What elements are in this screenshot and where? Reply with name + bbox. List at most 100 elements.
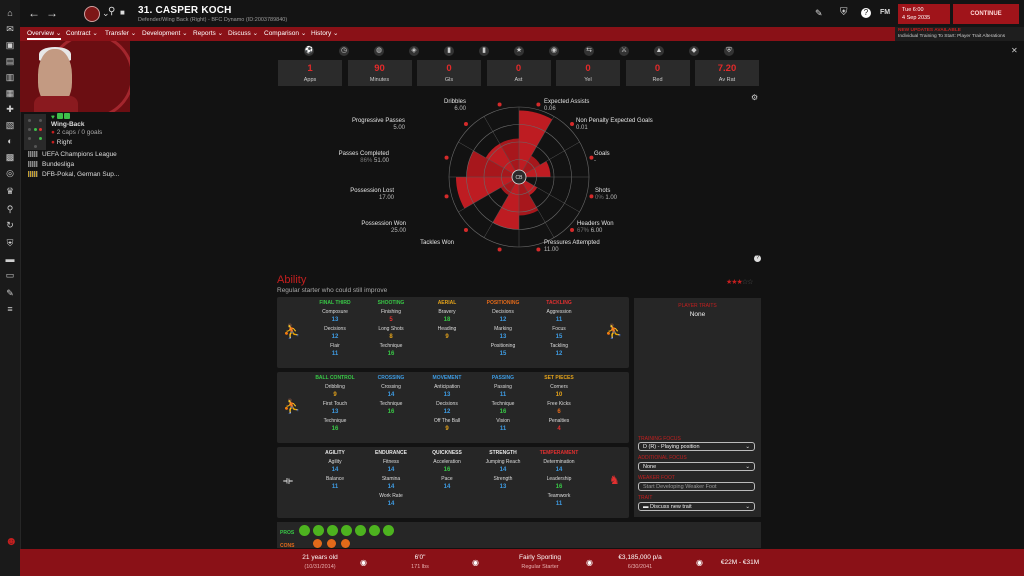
club-crest-icon[interactable] (84, 6, 100, 22)
inbox-icon[interactable]: ✉ (6, 24, 14, 34)
goals-icon[interactable]: ◍ (374, 46, 384, 56)
stat-value: 0 (654, 63, 661, 74)
yellow-card-icon[interactable]: ▮ (444, 46, 454, 56)
stat-value: 7.20 (717, 63, 737, 74)
pro-trait-icon[interactable] (355, 525, 366, 536)
con-trait-icon[interactable] (327, 539, 336, 548)
con-trait-icon[interactable] (341, 539, 350, 548)
competition-item[interactable]: DFB-Pokal, German Sup... (28, 171, 119, 178)
tackle-icon[interactable]: ⚔ (619, 46, 629, 56)
fm-logo-icon[interactable]: FM (880, 9, 891, 16)
manager-avatar-icon[interactable]: ☻ (5, 534, 18, 548)
attribute-value: 13 (331, 409, 339, 415)
manager-icon[interactable]: ✎ (6, 288, 14, 298)
minutes-icon[interactable]: ◷ (339, 46, 349, 56)
tab-history[interactable]: History ⌄ (311, 30, 339, 37)
info-icon[interactable]: ? (754, 255, 761, 262)
aerial-icon[interactable]: ▲ (654, 46, 664, 56)
forward-arrow-icon[interactable]: → (46, 6, 58, 20)
schedule-icon[interactable]: ▧ (5, 120, 15, 130)
attribute-group-heading: TACKLING (546, 300, 572, 306)
board-icon[interactable]: ▭ (5, 270, 15, 280)
pro-trait-icon[interactable] (383, 525, 394, 536)
back-arrow-icon[interactable]: ← (28, 6, 40, 20)
stat-label: Apps (303, 77, 317, 83)
shots-icon[interactable]: ◉ (549, 46, 559, 56)
training-icon[interactable]: ▦ (5, 88, 15, 98)
radar-label: Pressures Attempted 11.00 (544, 240, 600, 254)
portal-icon[interactable]: ≡ (7, 304, 13, 314)
competition-item[interactable]: UEFA Champions League (28, 151, 117, 158)
dynamics-icon[interactable]: ◐ (7, 136, 13, 146)
rating-icon[interactable]: ★ (514, 46, 524, 56)
competitions-icon[interactable]: ♛ (5, 186, 15, 196)
settings-gear-icon[interactable]: ⚙ (751, 93, 759, 102)
ability-subtitle: Regular starter who could still improve (277, 287, 388, 294)
stat-card: 1 Apps (278, 60, 342, 86)
discuss-trait-select[interactable]: ▬ Discuss new trait ⌄ (638, 502, 755, 511)
home-icon[interactable]: ⌂ (7, 8, 13, 18)
stats-icon[interactable]: ⚽ (304, 46, 314, 56)
attribute-name: Work Rate (379, 493, 403, 499)
edit-icon[interactable]: ✎ (815, 8, 823, 18)
continue-button[interactable]: CONTINUE (953, 4, 1019, 24)
radar-label-name: Shots (595, 188, 611, 194)
attribute-name: Technique (379, 401, 403, 407)
staff-icon[interactable]: ▥ (5, 72, 15, 82)
squad-icon[interactable]: ▣ (5, 40, 15, 50)
radar-label-percent: 0% (595, 195, 604, 201)
pro-trait-icon[interactable] (299, 525, 310, 536)
pros-cons-panel: PROS CONS (277, 522, 761, 549)
stat-value: 0 (515, 63, 522, 74)
pro-trait-icon[interactable] (313, 525, 324, 536)
red-card-icon[interactable]: ▮ (479, 46, 489, 56)
crest-menu-icon[interactable]: ⛨ (840, 7, 848, 18)
tab-development[interactable]: Development ⌄ (142, 30, 188, 37)
pro-trait-icon[interactable] (369, 525, 380, 536)
player-shirt (34, 96, 78, 112)
menu-icon[interactable]: ■ (120, 8, 125, 17)
tab-contract[interactable]: Contract ⌄ (66, 30, 98, 37)
tab-discuss[interactable]: Discuss ⌄ (228, 30, 259, 37)
game-date[interactable]: Tue 6:00 4 Sep 2035 (898, 4, 950, 24)
training-focus-select[interactable]: D (R) - Playing position ⌄ (638, 442, 755, 451)
search-icon[interactable]: ⚲ (6, 204, 14, 214)
medical-icon[interactable]: ✚ (6, 104, 14, 114)
tactics-icon[interactable]: ▤ (5, 56, 15, 66)
attribute-value: 10 (555, 392, 563, 398)
contract-icon: ◉ (586, 558, 593, 567)
dribble-icon[interactable]: ◆ (689, 46, 699, 56)
attribute-group-heading: QUICKNESS (432, 450, 462, 456)
weaker-foot-button[interactable]: Start Developing Weaker Foot (638, 482, 755, 491)
assist-icon[interactable]: ◈ (409, 46, 419, 56)
attribute-value: 12 (499, 317, 507, 323)
international-caps: ● 2 caps / 0 goals (51, 129, 103, 136)
tab-reports[interactable]: Reports ⌄ (193, 30, 224, 37)
con-trait-icon[interactable] (313, 539, 322, 548)
finances-icon[interactable]: ▬ (5, 254, 15, 264)
pro-trait-icon[interactable] (341, 525, 352, 536)
attribute-name: Balance (325, 476, 345, 482)
dropdown-chevron-icon[interactable]: ⌄ (102, 8, 110, 18)
tab-transfer[interactable]: Transfer ⌄ (105, 30, 137, 37)
pro-trait-icon[interactable] (327, 525, 338, 536)
club-info-icon[interactable]: ⛨ (6, 238, 14, 248)
tab-overview[interactable]: Overview ⌄ (27, 29, 62, 40)
stat-card: 0 Yel (556, 60, 620, 86)
scouting-icon[interactable]: ◎ (6, 168, 14, 178)
attribute-column: CROSSING Crossing 14 Technique 16 (361, 375, 421, 415)
news-notification[interactable]: NEW UPDATES AVAILABLE Individual Trainin… (895, 27, 1024, 41)
attribute-value: 15 (555, 334, 563, 340)
additional-focus-select[interactable]: None ⌄ (638, 462, 755, 471)
passing-icon[interactable]: ⇆ (584, 46, 594, 56)
help-icon[interactable]: ? (861, 8, 871, 18)
tab-comparison[interactable]: Comparison ⌄ (264, 30, 307, 37)
data-hub-icon[interactable]: ▩ (5, 152, 15, 162)
stat-label: Yel (584, 77, 592, 83)
competition-item[interactable]: Bundesliga (28, 161, 74, 168)
defence-icon[interactable]: ⛨ (724, 46, 734, 56)
trait-label: TRAIT (638, 495, 653, 501)
search-icon[interactable]: ⚲ (108, 6, 116, 17)
transfers-icon[interactable]: ↻ (6, 220, 14, 230)
close-icon[interactable]: ✕ (1011, 46, 1018, 55)
